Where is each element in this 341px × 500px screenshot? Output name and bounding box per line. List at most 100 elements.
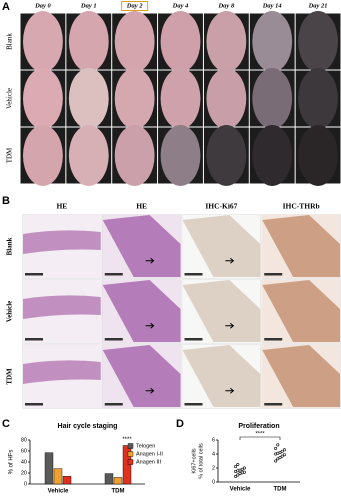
mouse-back-photo (22, 68, 63, 129)
panel-label: C (2, 418, 10, 430)
mouse-back-photo (114, 125, 155, 186)
day-header: Day 1 (80, 2, 97, 9)
data-point (280, 449, 284, 453)
row-label: TDM (6, 368, 14, 385)
column-header: HE (136, 202, 147, 211)
bar (113, 477, 123, 485)
legend-label: Anagen III (136, 459, 162, 465)
y-tick-label: 0 (24, 481, 27, 487)
scale-bar (104, 403, 123, 406)
arrow (225, 257, 235, 264)
significance: **** (255, 432, 265, 438)
y-tick-label: 0 (212, 479, 215, 485)
arrow (145, 387, 155, 394)
column-header: HE (56, 202, 67, 211)
tissue (182, 215, 261, 277)
row-label: Blank (6, 33, 14, 50)
data-point (276, 443, 280, 447)
day-header: Day 4 (172, 2, 189, 9)
x-tick-label: Vehicle (230, 487, 251, 493)
mouse-back-photo (160, 68, 201, 129)
scale-bar (104, 273, 123, 276)
mouse-back-photo (68, 68, 109, 129)
data-point (278, 455, 282, 459)
mouse-back-photo (252, 125, 293, 186)
histology-bg (181, 279, 261, 344)
data-point (282, 448, 286, 452)
panel-label: B (2, 195, 10, 207)
mouse-back-photo (160, 11, 201, 72)
scale-bar (25, 338, 43, 341)
day-header: Day 2 (126, 2, 143, 9)
y-tick-label: 40 (21, 459, 27, 465)
mouse-back-photo (298, 11, 339, 72)
y-axis-label: % of total cells (198, 443, 204, 479)
tissue (262, 345, 340, 407)
mouse-back-photo (206, 125, 247, 186)
day-header: Day 0 (34, 2, 51, 9)
legend-label: Anagen I-II (136, 451, 163, 457)
legend-swatch (127, 443, 134, 449)
y-tick-label: 20 (21, 470, 27, 476)
tissue (102, 345, 181, 407)
bar (53, 468, 63, 485)
data-point (282, 453, 286, 457)
x-tick-label: TDM (274, 487, 287, 493)
mouse-back-photo (68, 125, 109, 186)
y-tick-label: 6 (212, 437, 215, 443)
scale-bar (25, 273, 43, 276)
significance: **** (122, 437, 132, 443)
scale-bar (104, 338, 123, 341)
tissue (182, 280, 261, 342)
data-point (236, 462, 240, 466)
day-header: Day 14 (262, 2, 283, 9)
day-header: Day 21 (308, 2, 328, 9)
tissue (262, 215, 340, 277)
data-point (242, 470, 246, 474)
bar (44, 452, 54, 485)
tissue (23, 360, 101, 384)
arrow (225, 322, 235, 329)
mouse-back-photo (114, 11, 155, 72)
chart-title: Proliferation (238, 423, 279, 430)
row-label: Vehicle (6, 88, 14, 109)
tissue (23, 295, 101, 319)
scale-bar (25, 403, 43, 406)
mouse-back-photo (68, 11, 109, 72)
mouse-back-photo (22, 11, 63, 72)
tissue (262, 280, 340, 342)
row-label: Blank (6, 237, 14, 255)
legend-swatch (127, 459, 134, 465)
data-point (236, 473, 240, 477)
data-point (274, 446, 278, 450)
mouse-back-photo (22, 125, 63, 186)
significance-bracket (239, 436, 281, 440)
scale-bar (184, 403, 203, 406)
data-point (274, 459, 278, 463)
day-header: Day 8 (217, 2, 234, 9)
y-tick-label: 80 (21, 437, 27, 443)
mouse-back-photo (160, 125, 201, 186)
histology-bg (181, 344, 261, 409)
legend-swatch (127, 451, 134, 457)
bar (122, 445, 132, 485)
scale-bar (264, 338, 283, 341)
mouse-back-photo (252, 11, 293, 72)
row-label: TDM (6, 147, 14, 163)
y-tick-label: 60 (21, 448, 27, 454)
x-tick-label: Vehicle (48, 489, 69, 495)
histology-bg (181, 214, 261, 279)
data-point (242, 466, 246, 470)
y-axis-label: Ki67+cells (191, 448, 197, 473)
bar (62, 476, 72, 485)
y-tick-label: 4 (212, 451, 215, 457)
y-axis-label: % of HFs (9, 450, 15, 475)
tissue (102, 215, 181, 277)
scale-bar (264, 403, 283, 406)
day-highlight (121, 1, 149, 11)
mouse-back-photo (298, 68, 339, 129)
scale-bar (184, 338, 203, 341)
mouse-back-photo (206, 68, 247, 129)
data-point (240, 467, 244, 471)
